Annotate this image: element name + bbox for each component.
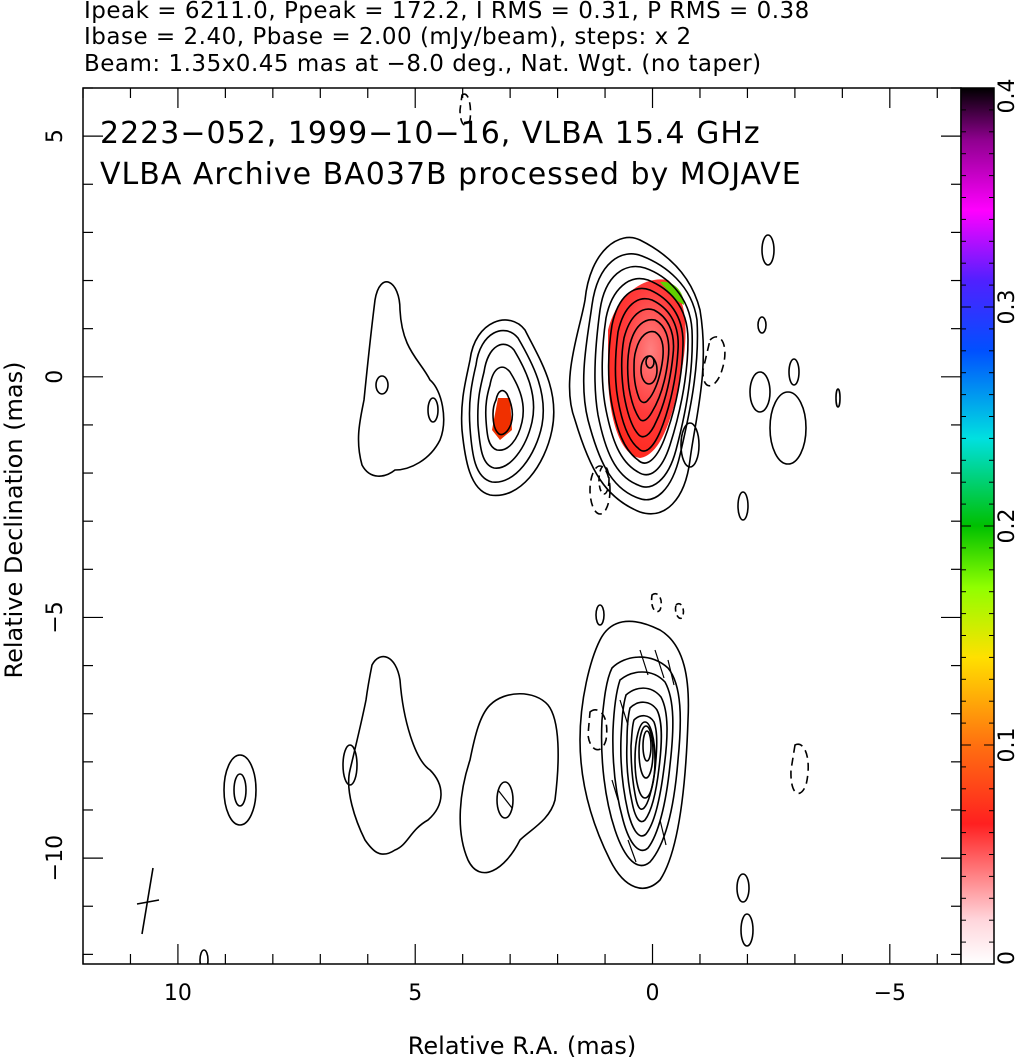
axis-ticks <box>82 87 961 964</box>
noise-contours-upper <box>459 93 841 521</box>
y-tick-label-0: 0 <box>43 370 68 384</box>
header-line-1: Ipeak = 6211.0, Ppeak = 172.2, I RMS = 0… <box>84 0 810 24</box>
colorbar-label-0.2: 0.2 <box>995 509 1020 544</box>
y-tick-label-5: 5 <box>43 129 68 143</box>
x-tick-label-minus5: −5 <box>874 981 906 1006</box>
beam-symbol <box>136 867 160 935</box>
polarization-fill-jet <box>492 398 512 440</box>
colorbar-labels: 0 0.1 0.2 0.3 0.4 <box>995 79 1020 966</box>
colorbar-label-0.1: 0.1 <box>995 728 1020 763</box>
header-line-2: Ibase = 2.40, Pbase = 2.00 (mJy/beam), s… <box>84 24 692 50</box>
outer-jet-contours-upper <box>357 281 445 477</box>
x-tick-label-10: 10 <box>164 981 192 1006</box>
colorbar-ticks <box>961 87 994 965</box>
colorbar-label-0.4: 0.4 <box>995 79 1020 114</box>
x-axis-label: Relative R.A. (mas) <box>408 1032 636 1060</box>
y-axis-label: Relative Declination (mas) <box>0 361 28 678</box>
noise-contours-lower <box>199 743 810 964</box>
y-tick-label-minus10: −10 <box>43 835 68 881</box>
contours <box>136 93 841 964</box>
core-contours-upper <box>568 236 705 515</box>
colorbar-label-0.3: 0.3 <box>995 290 1020 325</box>
tick-labels: 10 5 0 −5 5 0 −5 −10 <box>43 129 906 1006</box>
outer-jet-contours-lower <box>223 655 442 855</box>
core-contours-lower <box>579 592 690 889</box>
x-tick-label-0: 0 <box>646 981 660 1006</box>
chart-title-line2: VLBA Archive BA037B processed by MOJAVE <box>100 157 802 192</box>
y-tick-label-minus5: −5 <box>43 601 68 633</box>
chart-title-line1: 2223−052, 1999−10−16, VLBA 15.4 GHz <box>100 116 761 151</box>
colorbar-label-0: 0 <box>995 951 1020 965</box>
inner-jet-contours-upper <box>460 319 555 497</box>
x-tick-label-5: 5 <box>408 981 422 1006</box>
inner-jet-contours-lower <box>459 693 559 874</box>
plot-frame <box>82 87 962 965</box>
header-line-3: Beam: 1.35x0.45 mas at −8.0 deg., Nat. W… <box>84 51 762 77</box>
